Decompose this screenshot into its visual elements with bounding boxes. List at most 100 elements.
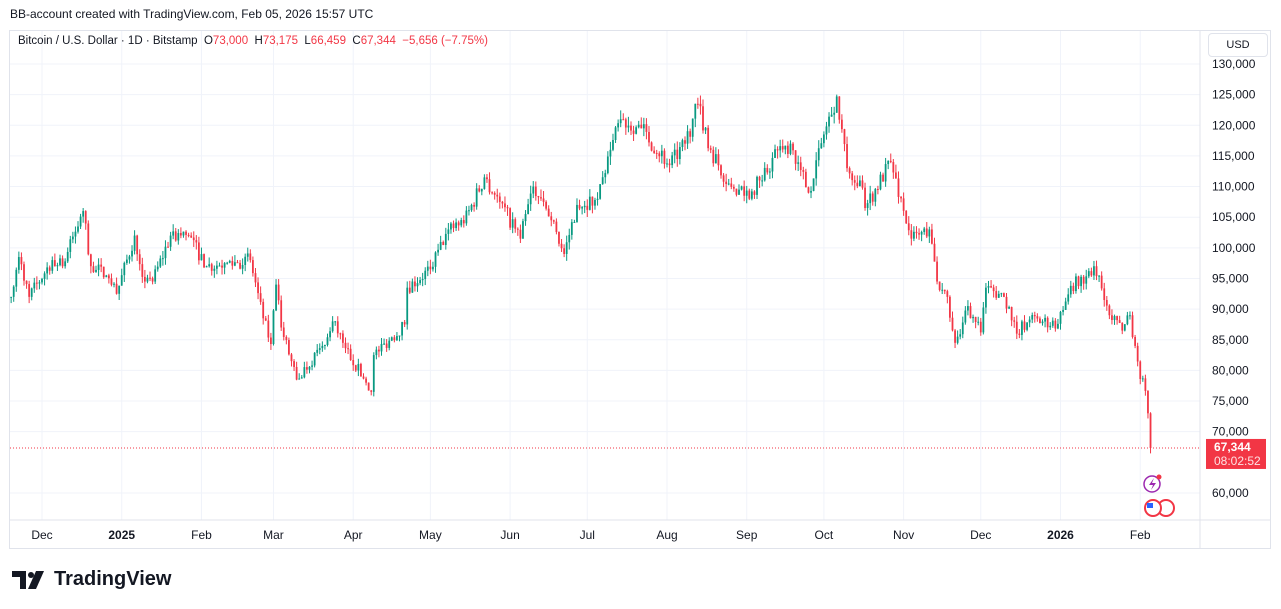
- candle-body: [532, 186, 535, 194]
- candle-body: [48, 267, 51, 271]
- candle-body: [676, 149, 679, 160]
- candle-body: [707, 127, 710, 149]
- candle-body: [1134, 336, 1136, 346]
- candle-body: [1149, 413, 1152, 448]
- candle-body: [743, 186, 746, 196]
- time-axis-label: Aug: [656, 528, 677, 542]
- candle-body: [925, 228, 928, 237]
- candle-body: [349, 348, 352, 361]
- candle-body: [288, 340, 290, 355]
- candle-body: [254, 273, 257, 283]
- candle-body: [833, 112, 836, 115]
- candle-body: [920, 231, 923, 235]
- candle-body: [131, 250, 133, 257]
- candle-body: [781, 146, 784, 150]
- candle-body: [967, 306, 969, 311]
- candle-body: [720, 165, 722, 176]
- candle-body: [414, 281, 416, 287]
- candle-body: [439, 241, 442, 250]
- candle-body: [555, 221, 558, 232]
- candle-body: [954, 330, 956, 343]
- candle-body: [524, 214, 527, 222]
- candle-body: [372, 355, 375, 392]
- candle-body: [259, 293, 262, 302]
- candle-body: [74, 231, 77, 237]
- candle-body: [877, 188, 879, 190]
- candle-body: [475, 188, 478, 207]
- candle-body: [1041, 321, 1044, 324]
- candle-body: [84, 211, 87, 224]
- candle-body: [118, 285, 121, 294]
- candle-body: [120, 275, 123, 286]
- candle-body: [915, 231, 918, 234]
- brand-name: TradingView: [54, 568, 172, 590]
- candle-body: [419, 280, 421, 284]
- candle-body: [172, 231, 175, 236]
- candle-body: [732, 186, 735, 189]
- candle-body: [1023, 321, 1026, 330]
- candle-body: [329, 331, 331, 338]
- candle-body: [406, 287, 409, 325]
- low-value: 66,459: [310, 35, 346, 47]
- candle-body: [398, 335, 401, 337]
- last-price-label-bg: [1206, 438, 1266, 469]
- candle-body: [1144, 378, 1147, 391]
- candle-body: [972, 316, 974, 319]
- candle-body: [766, 167, 769, 173]
- price-axis-label: 130,000: [1212, 57, 1256, 71]
- candle-body: [282, 327, 285, 337]
- candle-body: [1136, 345, 1139, 362]
- candle-body: [195, 240, 198, 243]
- candle-body: [1000, 293, 1003, 295]
- candle-body: [501, 201, 504, 204]
- candle-body: [609, 149, 612, 157]
- candle-body: [249, 253, 252, 261]
- low-label: L: [304, 35, 311, 47]
- candle-body: [457, 222, 460, 226]
- candle-body: [370, 390, 373, 392]
- time-axis-label: 2025: [108, 528, 135, 542]
- change-value: −5,656 (−7.75%): [402, 35, 488, 47]
- candle-body: [179, 233, 182, 236]
- candle-body: [879, 174, 882, 190]
- candle-body: [167, 246, 169, 248]
- candle-body: [846, 144, 848, 169]
- candle-body: [231, 261, 234, 266]
- candle-body: [902, 198, 905, 211]
- candle-body: [563, 248, 566, 254]
- candle-body: [617, 123, 620, 128]
- candle-body: [1098, 275, 1100, 277]
- price-axis-label: 115,000: [1212, 149, 1255, 163]
- candle-body: [632, 130, 635, 134]
- candle-body: [313, 352, 316, 366]
- candle-body: [1044, 317, 1046, 322]
- candle-body: [357, 363, 360, 371]
- time-axis-label: Sep: [736, 528, 758, 542]
- tradingview-logo-icon: [12, 570, 44, 589]
- candle-body: [892, 162, 895, 173]
- candle-body: [784, 145, 787, 150]
- tradingview-logo[interactable]: TradingView: [12, 568, 171, 591]
- candle-body: [1085, 276, 1088, 284]
- candle-body: [529, 193, 532, 205]
- candle-body: [378, 349, 380, 352]
- candle-body: [1139, 361, 1142, 379]
- candle-body: [797, 162, 800, 164]
- candle-body: [110, 278, 113, 285]
- candle-body: [326, 337, 329, 345]
- price-axis-label: 90,000: [1212, 302, 1249, 316]
- candle-body: [802, 170, 805, 172]
- price-axis-label: 75,000: [1212, 394, 1249, 408]
- candle-body: [385, 343, 388, 348]
- candle-body: [552, 220, 555, 222]
- symbol-title: Bitcoin / U.S. Dollar · 1D · Bitstamp: [18, 35, 198, 47]
- candle-body: [1021, 321, 1023, 335]
- candle-body: [102, 266, 105, 278]
- candle-body: [380, 343, 383, 352]
- currency-button[interactable]: USD: [1208, 33, 1268, 57]
- candle-body: [1080, 276, 1082, 287]
- candle-body: [897, 178, 900, 197]
- candle-body: [257, 282, 259, 294]
- candle-body: [979, 321, 982, 333]
